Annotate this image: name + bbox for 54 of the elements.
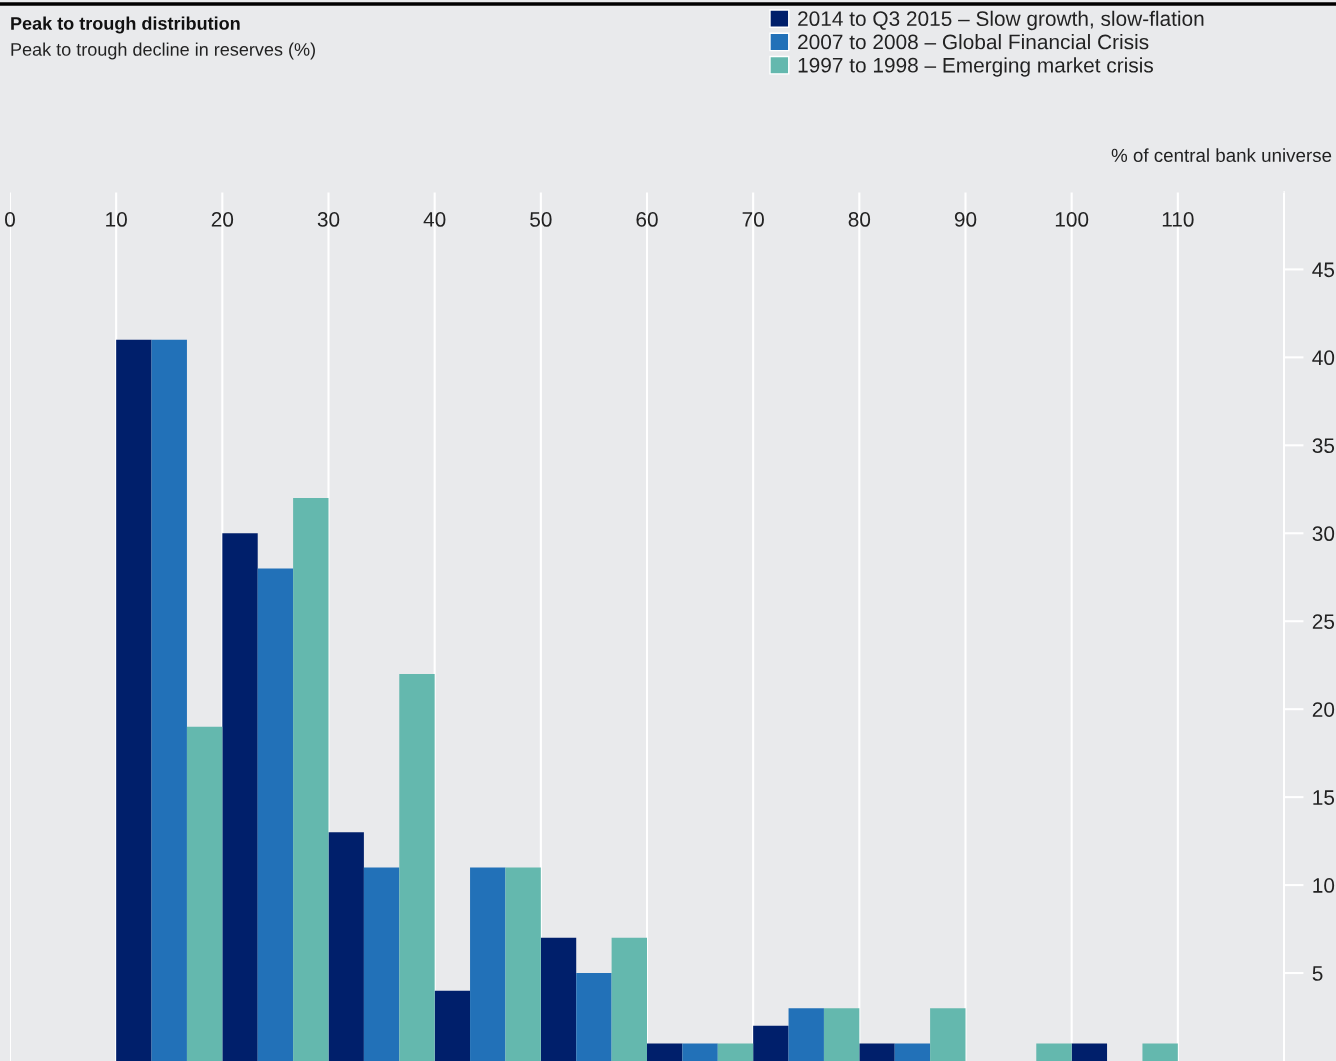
bar [930,1008,966,1061]
bar [399,674,435,1061]
x-tick-label: 30 [317,212,340,227]
x-tick-label: 60 [636,212,658,227]
bar [1036,1043,1072,1061]
x-tick-label: 0 [5,212,15,227]
bar [611,937,647,1061]
chart-title: Peak to trough distribution [11,16,240,34]
y-tick-label: 5 [1312,966,1323,981]
y-tick-label: 40 [1312,350,1335,366]
x-tick-label: 110 [1162,212,1194,227]
bar [186,726,223,1061]
legend-label: 2007 to 2008 – Global Financial Crisis [798,34,1149,50]
bar [647,1043,683,1061]
y-tick-label: 35 [1312,438,1335,454]
bar [222,533,258,1061]
bar [363,867,400,1061]
y-tick-label: 10 [1313,878,1335,893]
y-tick-label: 45 [1312,262,1335,278]
y-tick-label: 20 [1312,702,1335,717]
bar [894,1043,931,1061]
x-tick-label: 20 [211,212,234,227]
x-tick-label: 70 [742,212,764,227]
bar [1071,1043,1108,1061]
x-tick-label: 90 [954,212,977,227]
bar [717,1043,754,1061]
legend-label: 2014 to Q3 2015 – Slow growth, slow-flation [798,10,1204,31]
bar [1142,1043,1178,1061]
chart-subtitle: Peak to trough decline in reserves (%) [11,42,315,60]
y-axis-title: % of central bank universe [1111,148,1332,163]
bar [505,867,541,1061]
bar [788,1008,824,1061]
bar [328,832,364,1061]
x-tick-label: 50 [530,212,552,227]
legend-label: 1997 to 1998 – Emerging market crisis [798,57,1153,77]
bar [823,1008,860,1061]
bar [753,1025,789,1061]
bar [434,990,471,1061]
x-tick-label: 40 [423,212,446,227]
bar [116,339,152,1061]
bar [293,498,329,1061]
x-tick-label: 10 [106,212,127,227]
bar [151,339,187,1061]
bar [257,568,294,1061]
bar [470,867,506,1061]
x-tick-label: 100 [1055,212,1089,227]
y-tick-label: 25 [1312,614,1335,629]
bar [682,1043,718,1061]
bar [859,1043,895,1061]
bar [540,937,577,1061]
y-tick-label: 15 [1313,790,1335,805]
bar [576,973,612,1061]
x-tick-label: 80 [848,212,871,227]
y-tick-label: 30 [1312,526,1335,542]
